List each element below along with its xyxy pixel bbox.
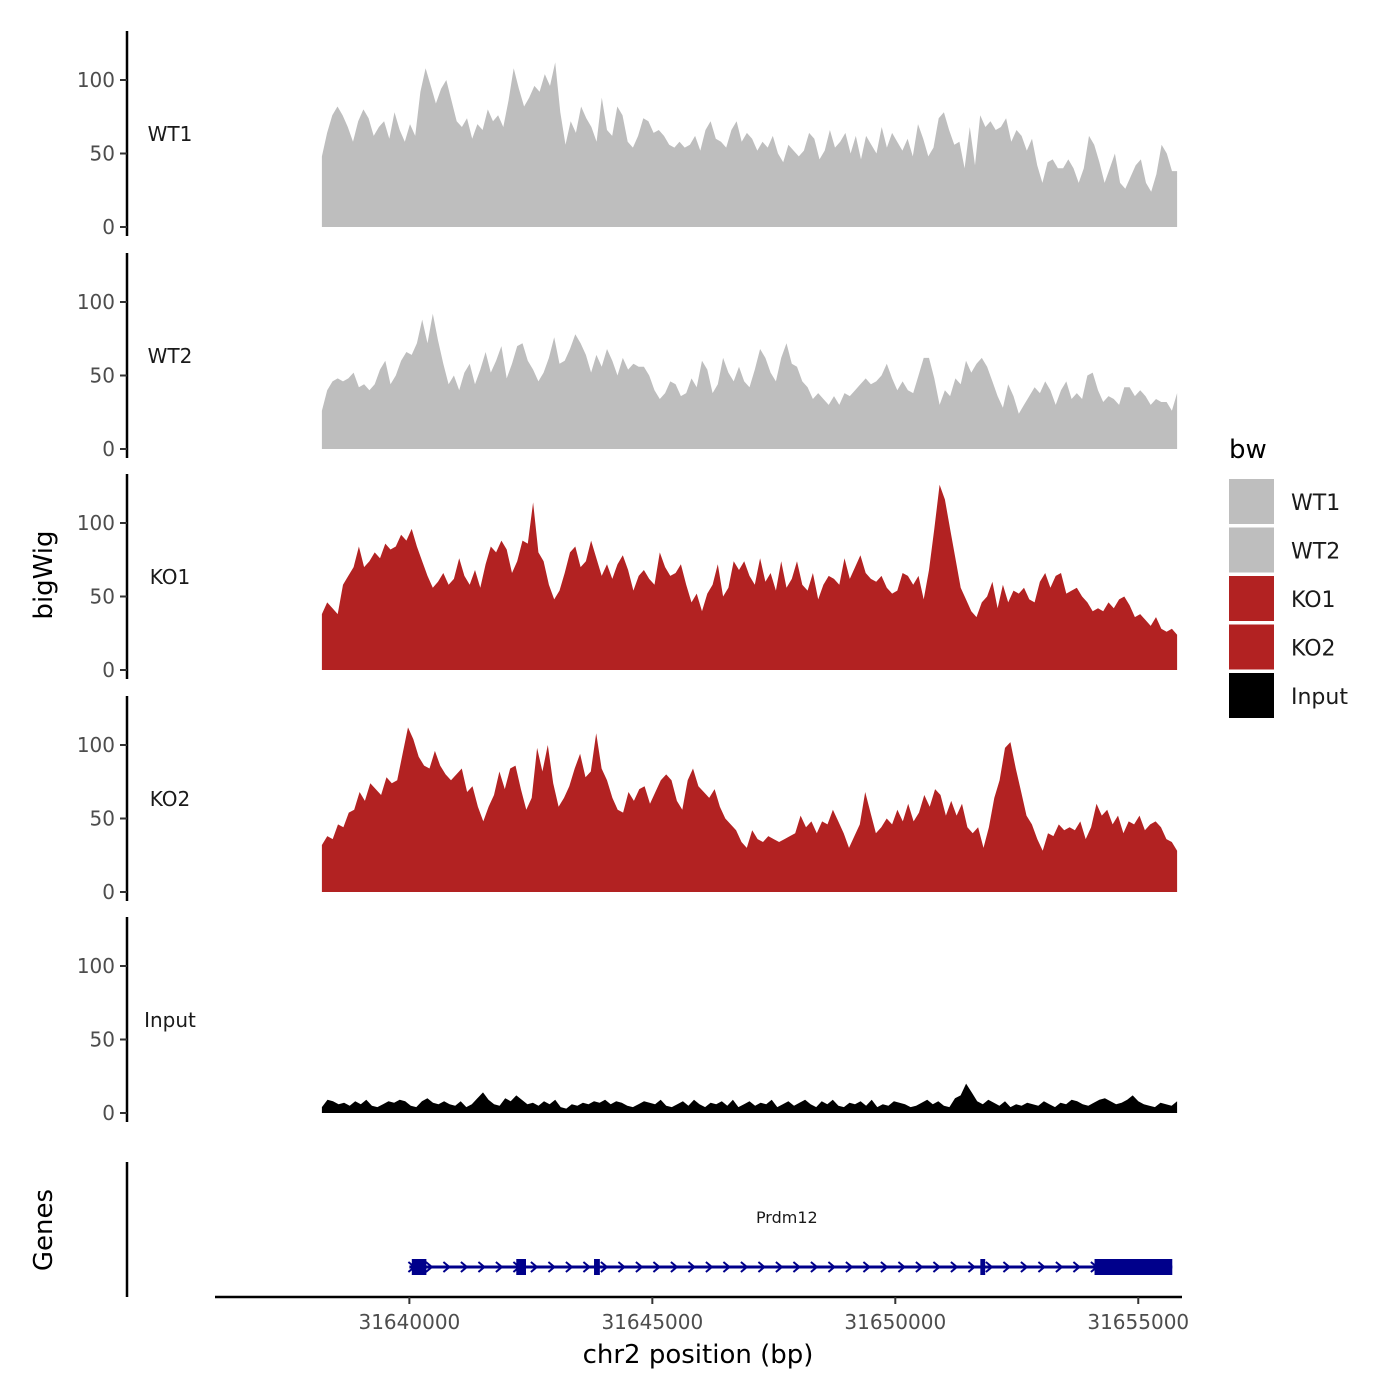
strand-arrow-icon <box>827 1261 836 1273</box>
legend-label-wt2: WT2 <box>1291 540 1340 565</box>
y-tick-label-wt2-50: 50 <box>90 364 115 388</box>
strand-arrow-icon <box>810 1261 819 1273</box>
track-label-ko2: KO2 <box>150 787 191 811</box>
strand-arrow-icon <box>897 1261 906 1273</box>
x-tick-label-31650000: 31650000 <box>844 1310 946 1334</box>
strand-arrow-icon <box>932 1261 941 1273</box>
gene-panel-title: Genes <box>29 1189 59 1271</box>
track-area-wt2 <box>321 313 1178 449</box>
strand-arrow-icon <box>530 1261 539 1273</box>
strand-arrow-icon <box>705 1261 714 1273</box>
gene-exon-2 <box>516 1259 526 1275</box>
strand-arrow-icon <box>757 1261 766 1273</box>
strand-arrow-icon <box>1037 1261 1046 1273</box>
strand-arrow-icon <box>985 1261 994 1273</box>
strand-arrow-icon <box>635 1261 644 1273</box>
track-panel-ko2: 0 50 100 KO2 <box>77 696 1178 904</box>
gene-exon-5 <box>1094 1259 1173 1275</box>
track-label-wt1: WT1 <box>148 122 193 146</box>
strand-arrow-icon <box>617 1261 626 1273</box>
strand-arrow-icon <box>425 1261 434 1273</box>
strand-arrow-icon <box>1055 1261 1064 1273</box>
y-tick-label-ko1-100: 100 <box>77 511 115 535</box>
track-area-wt1 <box>321 62 1178 228</box>
strand-arrow-icon <box>652 1261 661 1273</box>
y-tick-label-input-50: 50 <box>90 1028 115 1052</box>
y-tick-label-wt1-0: 0 <box>102 215 115 239</box>
track-area-ko1 <box>321 484 1178 670</box>
y-tick-label-ko1-50: 50 <box>90 585 115 609</box>
track-panel-wt2: 0 50 100 WT2 <box>77 253 1178 461</box>
track-panel-input: 0 50 100 Input <box>77 917 1178 1125</box>
y-tick-label-ko2-50: 50 <box>90 807 115 831</box>
gene-exon-1 <box>411 1259 427 1275</box>
track-label-input: Input <box>144 1008 196 1032</box>
gene-exon-4 <box>980 1259 986 1275</box>
y-tick-label-ko2-0: 0 <box>102 880 115 904</box>
strand-arrow-icon <box>740 1261 749 1273</box>
strand-arrow-icon <box>915 1261 924 1273</box>
strand-arrow-icon <box>600 1261 609 1273</box>
legend-swatch-ko2 <box>1229 624 1274 670</box>
legend: bw WT1 WT2 KO1 KO2 Input <box>1229 435 1348 718</box>
y-tick-label-wt1-50: 50 <box>90 142 115 166</box>
x-axis: 31640000 31645000 31650000 31655000 <box>358 1297 1189 1334</box>
y-tick-label-wt2-100: 100 <box>77 290 115 314</box>
track-panel-wt1: 0 50 100 WT1 <box>77 31 1178 239</box>
strand-arrow-icon <box>670 1261 679 1273</box>
strand-arrow-icon <box>792 1261 801 1273</box>
x-tick-label-31645000: 31645000 <box>601 1310 703 1334</box>
strand-arrow-icon <box>495 1261 504 1273</box>
y-tick-label-wt2-0: 0 <box>102 437 115 461</box>
strand-arrow-icon <box>722 1261 731 1273</box>
x-tick-label-31640000: 31640000 <box>358 1310 460 1334</box>
track-area-input <box>321 1083 1178 1113</box>
strand-arrow-icon <box>460 1261 469 1273</box>
legend-label-ko1: KO1 <box>1291 588 1336 613</box>
strand-arrow-icon <box>477 1261 486 1273</box>
gene-panel: Prdm12 <box>125 1162 1182 1299</box>
x-axis-title: chr2 position (bp) <box>583 1340 814 1370</box>
x-tick-label-31655000: 31655000 <box>1087 1310 1189 1334</box>
strand-arrow-icon <box>442 1261 451 1273</box>
legend-swatch-wt2 <box>1229 527 1274 573</box>
track-panel-ko1: 0 50 100 KO1 <box>77 474 1178 682</box>
y-tick-label-ko2-100: 100 <box>77 733 115 757</box>
track-label-ko1: KO1 <box>150 565 191 589</box>
strand-arrow-icon <box>582 1261 591 1273</box>
strand-arrow-icon <box>547 1261 556 1273</box>
y-tick-label-input-100: 100 <box>77 954 115 978</box>
legend-swatch-input <box>1229 673 1274 718</box>
strand-arrow-icon <box>845 1261 854 1273</box>
strand-arrow-icon <box>775 1261 784 1273</box>
strand-arrow-icon <box>687 1261 696 1273</box>
legend-title: bw <box>1229 435 1267 465</box>
strand-arrow-icon <box>967 1261 976 1273</box>
strand-arrow-icon <box>1072 1261 1081 1273</box>
track-area-ko2 <box>321 727 1178 892</box>
legend-swatch-ko1 <box>1229 576 1274 621</box>
track-label-wt2: WT2 <box>148 344 193 368</box>
gene-exon-3 <box>594 1259 600 1275</box>
y-tick-label-ko1-0: 0 <box>102 658 115 682</box>
strand-arrow-icon <box>1002 1261 1011 1273</box>
strand-arrow-icon <box>1020 1261 1029 1273</box>
y-tick-label-wt1-100: 100 <box>77 68 115 92</box>
strand-arrow-icon <box>950 1261 959 1273</box>
gene-name-label: Prdm12 <box>756 1208 818 1227</box>
legend-swatch-wt1 <box>1229 479 1274 524</box>
legend-label-wt1: WT1 <box>1291 491 1340 516</box>
y-axis-title: bigWig <box>29 530 59 619</box>
strand-arrow-icon <box>880 1261 889 1273</box>
strand-arrow-icon <box>862 1261 871 1273</box>
legend-label-input: Input <box>1291 685 1348 710</box>
legend-label-ko2: KO2 <box>1291 637 1336 662</box>
strand-arrow-icon <box>565 1261 574 1273</box>
y-tick-label-input-0: 0 <box>102 1101 115 1125</box>
tracks-layer: 0 50 100 WT1 0 50 100 WT2 0 50 100 KO1 0 50 100 KO2 0 50 1… <box>77 31 1178 1125</box>
